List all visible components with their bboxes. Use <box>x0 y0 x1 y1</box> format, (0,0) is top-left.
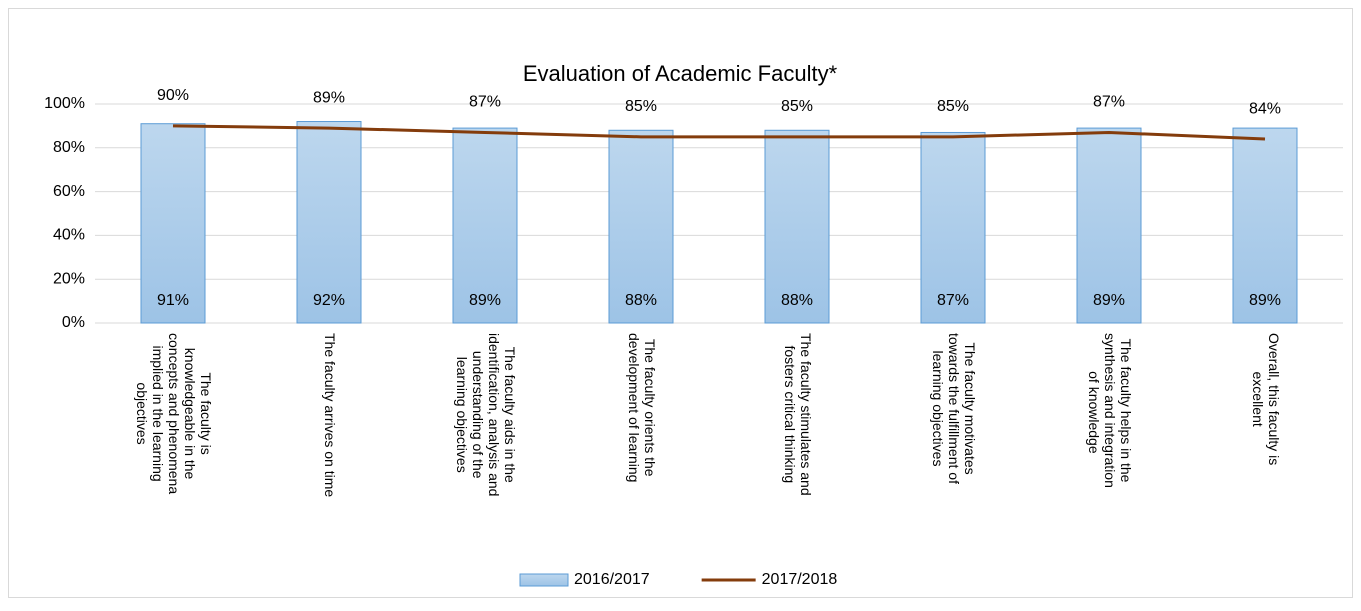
label-line: understanding of the <box>470 351 486 479</box>
label-line: The faculty helps in the <box>1118 338 1134 482</box>
bar-value-label: 92% <box>313 292 345 309</box>
label-line: objectives <box>134 382 150 444</box>
bar <box>1076 127 1142 324</box>
line-value-label: 87% <box>469 94 501 111</box>
label-line: excellent <box>1250 372 1266 427</box>
y-tick-label: 100% <box>44 95 85 112</box>
label-line: identification, analysis and <box>486 333 502 496</box>
label-line: development of learning <box>626 333 642 482</box>
legend-label: 2016/2017 <box>574 571 650 588</box>
bar <box>608 129 674 324</box>
line-value-label: 85% <box>937 98 969 115</box>
label-line: implied in the learning <box>150 345 166 481</box>
x-tick-label: The faculty aids in theidentification, a… <box>454 333 518 496</box>
label-line: learning objectives <box>930 351 946 467</box>
bar-value-label: 89% <box>1093 292 1125 309</box>
line-value-label: 89% <box>313 89 345 106</box>
label-line: The faculty orients the <box>642 339 658 477</box>
x-tick-label: The faculty helps in thesynthesis and in… <box>1086 333 1134 488</box>
chart-frame <box>8 8 1353 598</box>
line-value-label: 87% <box>1093 94 1125 111</box>
label-line: Overall, this faculty is <box>1266 333 1282 465</box>
bar <box>296 121 362 324</box>
bar-value-label: 87% <box>937 292 969 309</box>
y-tick-label: 60% <box>53 183 85 200</box>
label-line: fosters critical thinking <box>782 345 798 483</box>
label-line: The faculty motivates <box>962 342 978 474</box>
y-tick-label: 80% <box>53 139 85 156</box>
y-tick-label: 40% <box>53 227 85 244</box>
x-tick-label: The faculty stimulates andfosters critic… <box>782 333 814 496</box>
bar <box>920 131 986 324</box>
line-value-label: 85% <box>625 98 657 115</box>
legend-label: 2017/2018 <box>762 571 838 588</box>
label-line: concepts and phenomena <box>166 333 182 494</box>
bar-value-label: 88% <box>781 292 813 309</box>
y-tick-label: 0% <box>62 314 85 331</box>
label-line: towards the fulfillment of <box>946 333 962 484</box>
legend-swatch <box>519 573 569 587</box>
label-line: The faculty is <box>198 372 214 454</box>
label-line: The faculty arrives on time <box>322 333 338 497</box>
y-tick-label: 20% <box>53 270 85 287</box>
label-line: learning objectives <box>454 357 470 473</box>
bar-value-label: 89% <box>1249 292 1281 309</box>
line-value-label: 84% <box>1249 100 1281 117</box>
bar-value-label: 88% <box>625 292 657 309</box>
label-line: of knowledge <box>1086 367 1102 454</box>
label-line: The faculty stimulates and <box>798 333 814 496</box>
bar <box>140 123 206 324</box>
line-value-label: 85% <box>781 98 813 115</box>
line <box>172 124 1266 141</box>
label-line: synthesis and integration <box>1102 333 1118 488</box>
x-tick-label: The faculty orients thedevelopment of le… <box>626 333 658 482</box>
label-line: knowledgeable in the <box>182 348 198 480</box>
x-tick-label: The faculty isknowledgeable in theconcep… <box>134 333 214 494</box>
bar <box>764 129 830 324</box>
bar <box>452 127 518 324</box>
x-tick-label: The faculty motivatestowards the fulfill… <box>930 333 978 484</box>
line-value-label: 90% <box>157 87 189 104</box>
x-tick-label: Overall, this faculty isexcellent <box>1250 333 1282 465</box>
bar-value-label: 91% <box>157 292 189 309</box>
label-line: The faculty aids in the <box>502 347 518 483</box>
bar <box>1232 127 1298 324</box>
chart-title: Evaluation of Academic Faculty* <box>523 61 838 86</box>
bar-value-label: 89% <box>469 292 501 309</box>
x-tick-label: The faculty arrives on time <box>322 333 338 497</box>
